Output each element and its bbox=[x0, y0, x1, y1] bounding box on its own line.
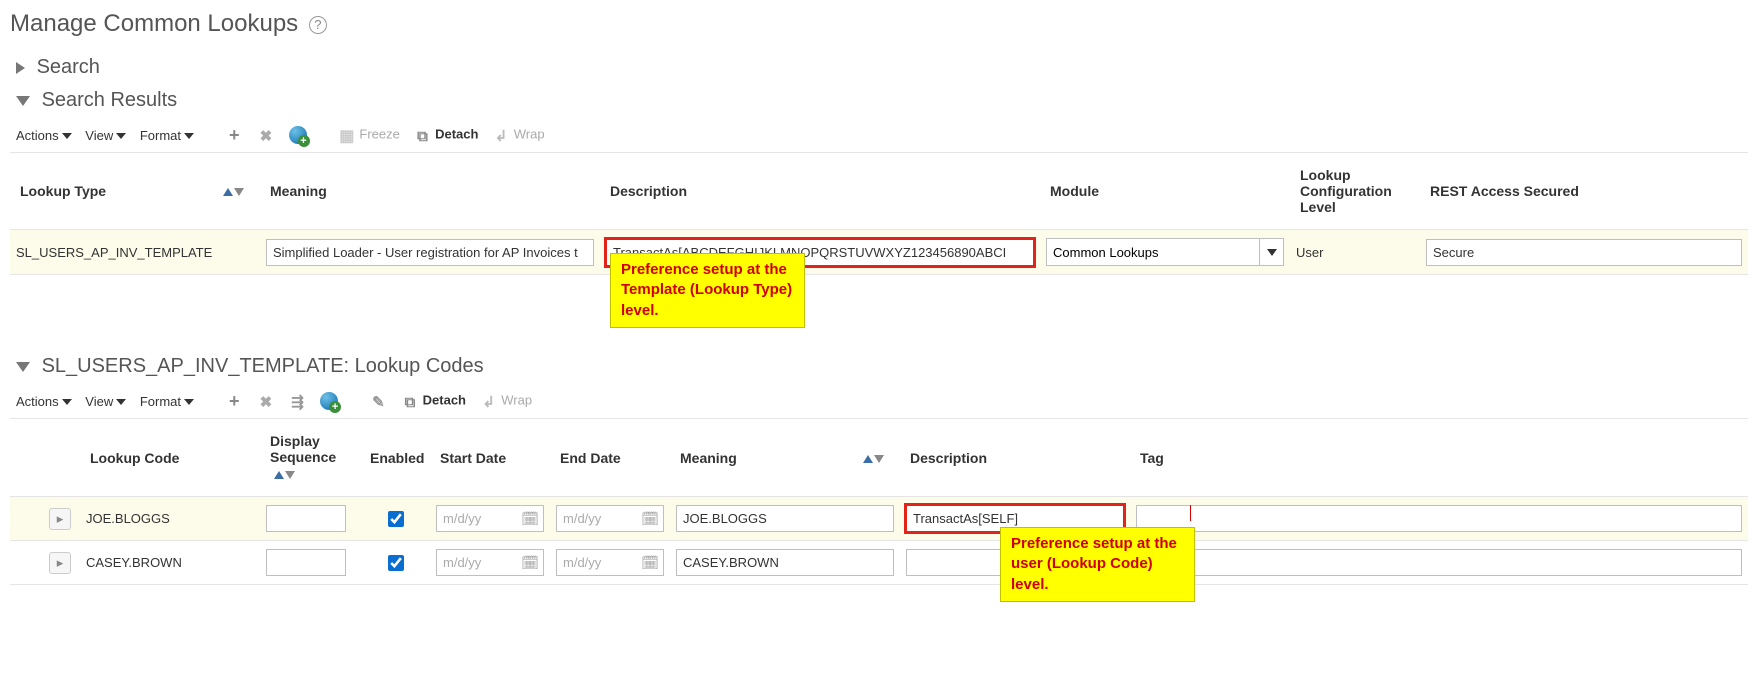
results-row[interactable]: SL_USERS_AP_INV_TEMPLATE User bbox=[10, 230, 1748, 275]
wrap-icon bbox=[492, 126, 510, 144]
module-value[interactable] bbox=[1047, 239, 1259, 265]
tag-input[interactable] bbox=[1136, 505, 1742, 532]
search-results-header[interactable]: Search Results bbox=[16, 89, 1748, 112]
view-menu[interactable]: View bbox=[85, 128, 126, 143]
globe-plus-icon bbox=[320, 392, 338, 410]
dropdown-icon[interactable] bbox=[1259, 239, 1283, 265]
col-rest[interactable]: REST Access Secured bbox=[1420, 153, 1748, 230]
module-select[interactable] bbox=[1046, 238, 1284, 266]
codes-row[interactable]: ▸ CASEY.BROWN 🗓 🗓 bbox=[10, 541, 1748, 585]
col-display-seq[interactable]: Display Sequence bbox=[260, 419, 360, 497]
col-meaning[interactable]: Meaning bbox=[260, 153, 600, 230]
start-date-input[interactable] bbox=[436, 505, 544, 532]
chevron-down-icon bbox=[16, 96, 30, 106]
tag-input[interactable] bbox=[1136, 549, 1742, 576]
cell-lookup-code: CASEY.BROWN bbox=[80, 541, 260, 585]
col-lookup-code[interactable]: Lookup Code bbox=[80, 419, 260, 497]
globe-plus-icon bbox=[289, 126, 307, 144]
edit-button[interactable] bbox=[369, 392, 387, 410]
col-description[interactable]: Description bbox=[900, 419, 1130, 497]
codes-row[interactable]: ▸ JOE.BLOGGS 🗓 🗓 bbox=[10, 497, 1748, 541]
duplicate-icon bbox=[289, 392, 307, 410]
col-select bbox=[40, 419, 80, 497]
enabled-checkbox[interactable] bbox=[388, 511, 404, 527]
format-menu[interactable]: Format bbox=[140, 394, 194, 409]
detach-icon bbox=[401, 392, 419, 410]
x-icon bbox=[257, 126, 275, 144]
enabled-checkbox[interactable] bbox=[388, 555, 404, 571]
help-icon[interactable]: ? bbox=[309, 16, 327, 34]
col-tag[interactable]: Tag bbox=[1130, 419, 1748, 497]
plus-icon bbox=[225, 126, 243, 144]
display-seq-input[interactable] bbox=[266, 505, 346, 532]
lookup-codes-header[interactable]: SL_USERS_AP_INV_TEMPLATE: Lookup Codes bbox=[16, 355, 1748, 378]
rest-input[interactable] bbox=[1426, 239, 1742, 266]
delete-button[interactable] bbox=[257, 126, 275, 144]
col-description[interactable]: Description bbox=[600, 153, 1040, 230]
col-module[interactable]: Module bbox=[1040, 153, 1290, 230]
sort-icon[interactable] bbox=[863, 450, 884, 466]
cell-lookup-type: SL_USERS_AP_INV_TEMPLATE bbox=[10, 230, 260, 275]
col-enabled[interactable]: Enabled bbox=[360, 419, 430, 497]
results-grid: Lookup Type Meaning Description Module L… bbox=[10, 152, 1748, 275]
cell-config-level: User bbox=[1290, 230, 1420, 275]
codes-toolbar: Actions View Format Detach Wrap bbox=[16, 392, 1748, 410]
create-button[interactable] bbox=[320, 392, 338, 410]
expand-button[interactable]: ▸ bbox=[49, 508, 71, 530]
lookup-codes-suffix: : Lookup Codes bbox=[344, 355, 484, 377]
expand-button[interactable]: ▸ bbox=[49, 552, 71, 574]
col-config-level[interactable]: Lookup Configuration Level bbox=[1290, 153, 1420, 230]
results-toolbar: Actions View Format Freeze Detach Wrap bbox=[16, 126, 1748, 144]
annotation-user-level: Preference setup at the user (Lookup Cod… bbox=[1000, 527, 1195, 602]
sort-icon[interactable] bbox=[274, 466, 295, 482]
plus-icon bbox=[225, 392, 243, 410]
detach-button[interactable]: Detach bbox=[413, 126, 478, 144]
meaning-input[interactable] bbox=[676, 549, 894, 576]
display-seq-input[interactable] bbox=[266, 549, 346, 576]
freeze-icon bbox=[338, 126, 356, 144]
lookup-codes-prefix: SL_USERS_AP_INV_TEMPLATE bbox=[42, 355, 344, 377]
start-date-input[interactable] bbox=[436, 549, 544, 576]
wrap-icon bbox=[480, 392, 498, 410]
col-lookup-type-label: Lookup Type bbox=[20, 183, 106, 199]
col-end-date[interactable]: End Date bbox=[550, 419, 670, 497]
x-icon bbox=[257, 392, 275, 410]
sort-icon[interactable] bbox=[223, 183, 244, 199]
format-menu[interactable]: Format bbox=[140, 128, 194, 143]
actions-menu[interactable]: Actions bbox=[16, 128, 72, 143]
codes-grid: Lookup Code Display Sequence Enabled Sta… bbox=[10, 418, 1748, 585]
chevron-down-icon bbox=[16, 362, 30, 372]
create-button[interactable] bbox=[289, 126, 307, 144]
text-cursor bbox=[1190, 505, 1191, 521]
col-expand bbox=[10, 419, 40, 497]
search-results-label: Search Results bbox=[42, 89, 178, 111]
page-title: Manage Common Lookups ? bbox=[10, 10, 1748, 38]
detach-icon bbox=[413, 126, 431, 144]
meaning-input[interactable] bbox=[676, 505, 894, 532]
duplicate-button[interactable] bbox=[289, 392, 307, 410]
search-label: Search bbox=[37, 56, 100, 78]
delete-button[interactable] bbox=[257, 392, 275, 410]
wrap-button[interactable]: Wrap bbox=[480, 392, 532, 410]
search-section-header[interactable]: Search bbox=[16, 56, 1748, 79]
view-menu[interactable]: View bbox=[85, 394, 126, 409]
wrap-button[interactable]: Wrap bbox=[492, 126, 544, 144]
detach-button[interactable]: Detach bbox=[401, 392, 466, 410]
annotation-template-level: Preference setup at the Template (Lookup… bbox=[610, 253, 805, 328]
col-start-date[interactable]: Start Date bbox=[430, 419, 550, 497]
col-meaning[interactable]: Meaning bbox=[670, 419, 900, 497]
actions-menu[interactable]: Actions bbox=[16, 394, 72, 409]
chevron-right-icon bbox=[16, 62, 25, 74]
add-button[interactable] bbox=[225, 126, 243, 144]
freeze-button[interactable]: Freeze bbox=[338, 126, 400, 144]
edit-icon bbox=[369, 392, 387, 410]
meaning-input[interactable] bbox=[266, 239, 594, 266]
add-button[interactable] bbox=[225, 392, 243, 410]
col-lookup-type[interactable]: Lookup Type bbox=[10, 153, 260, 230]
page-title-text: Manage Common Lookups bbox=[10, 10, 298, 37]
cell-lookup-code: JOE.BLOGGS bbox=[80, 497, 260, 541]
end-date-input[interactable] bbox=[556, 549, 664, 576]
end-date-input[interactable] bbox=[556, 505, 664, 532]
